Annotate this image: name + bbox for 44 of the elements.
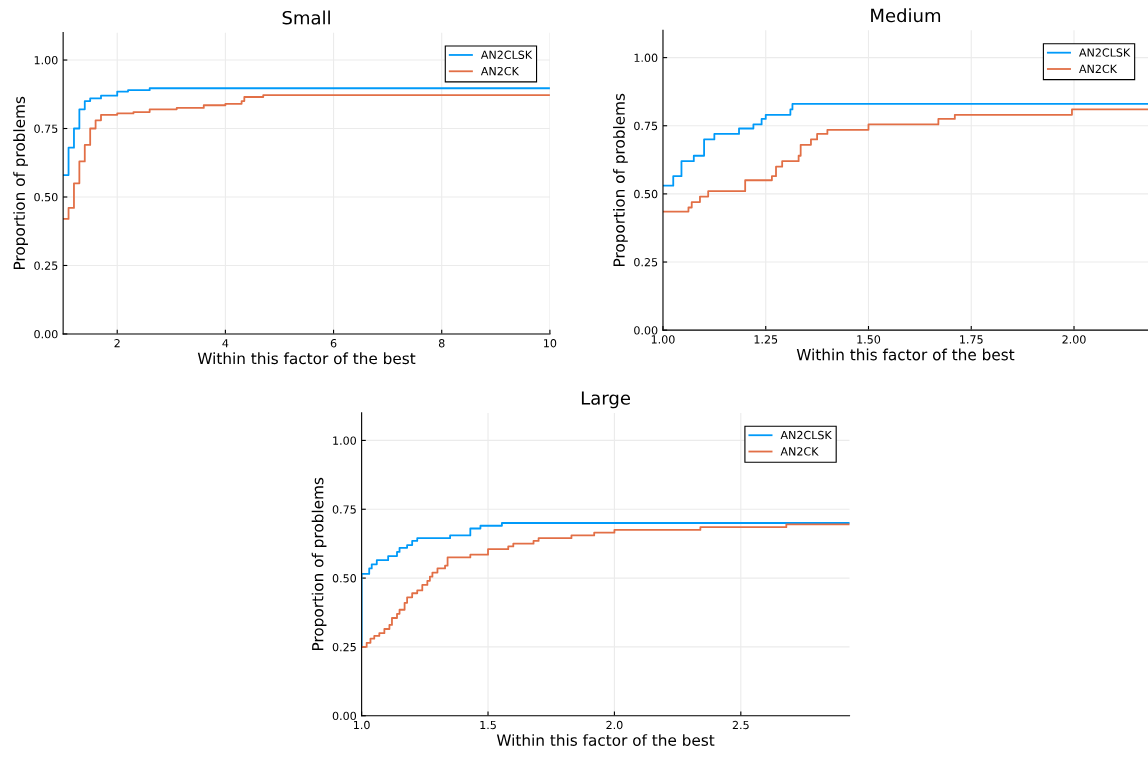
y-tick-label: 0.75 xyxy=(332,505,356,514)
legend-label: AN2CK xyxy=(1079,64,1118,74)
y-tick-label: 0.75 xyxy=(634,121,658,131)
x-tick-label: 2.00 xyxy=(1062,335,1086,344)
x-tick-label: 1.0 xyxy=(354,720,370,730)
x-tick-label: 1.50 xyxy=(857,335,881,344)
x-tick-label: 1.25 xyxy=(754,335,778,344)
legend-label: AN2CK xyxy=(480,66,520,76)
x-tick-label: 1.75 xyxy=(960,335,983,344)
y-tick-label: 0.25 xyxy=(34,261,58,270)
x-axis-title: Within this factor of the best xyxy=(796,348,1015,361)
y-tick-label: 1.00 xyxy=(34,56,58,65)
y-tick-label: 0.25 xyxy=(332,642,356,652)
x-tick-label: 8 xyxy=(438,339,445,348)
legend-label: AN2CLSK xyxy=(480,50,533,60)
y-axis-title: Proportion of problems xyxy=(311,477,327,651)
y-tick-label: 0.50 xyxy=(34,192,58,202)
legend-label: AN2CK xyxy=(780,447,819,456)
x-tick-label: 4 xyxy=(222,339,229,348)
x-tick-label: 2 xyxy=(114,339,120,348)
y-tick-label: 0.75 xyxy=(34,124,58,133)
chart-title: Large xyxy=(581,391,631,409)
x-tick-label: 6 xyxy=(330,339,337,348)
x-tick-label: 1.00 xyxy=(651,335,675,344)
y-axis-title: Proportion of problems xyxy=(13,96,28,270)
y-tick-label: 1.00 xyxy=(333,436,357,445)
x-axis-title: Within this factor of the best xyxy=(197,352,416,365)
x-tick-label: 2.5 xyxy=(732,720,749,730)
y-tick-label: 0.50 xyxy=(634,189,658,199)
y-axis-title: Proportion of problems xyxy=(613,93,628,266)
y-tick-label: 0.00 xyxy=(634,326,658,335)
x-tick-label: 1.5 xyxy=(480,720,496,730)
chart-title: Small xyxy=(282,10,330,25)
y-tick-label: 0.50 xyxy=(332,574,357,583)
y-tick-label: 0.00 xyxy=(332,711,357,721)
x-axis-title: Within this factor of the best xyxy=(496,734,715,746)
y-tick-label: 0.25 xyxy=(634,258,658,267)
chart-title: Medium xyxy=(871,8,941,23)
legend-label: AN2CLSK xyxy=(780,430,832,440)
legend-label: AN2CLSK xyxy=(1079,48,1131,57)
y-tick-label: 1.00 xyxy=(634,53,658,62)
y-tick-label: 0.00 xyxy=(34,329,58,339)
x-tick-label: 10 xyxy=(544,339,557,348)
x-tick-label: 2.0 xyxy=(606,720,623,730)
